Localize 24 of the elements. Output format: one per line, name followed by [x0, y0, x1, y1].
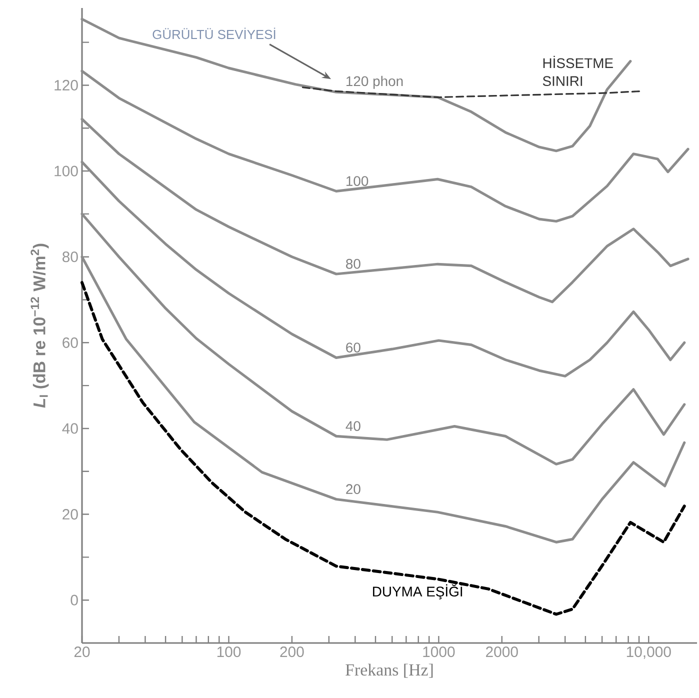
y-tick-label: 20 [62, 508, 78, 520]
y-axis-title: L$_{I}$ (dB re 10$^{−12}$ W/m$^{2}$) [30, 244, 49, 408]
series-label: DUYMA EŞİĞİ [373, 584, 462, 600]
x-axis-title: Frekans [Hz] [346, 664, 433, 678]
series-label: 100 [346, 176, 368, 186]
x-tick-label: 200 [280, 646, 304, 658]
x-tick-label: 2000 [486, 646, 518, 658]
y-tick-label: 60 [62, 337, 78, 348]
y-tick-label: 40 [62, 423, 78, 434]
series-label: HİSSETME SINIRI [542, 56, 613, 86]
x-tick-label: 20 [74, 646, 90, 658]
y-tick-label: 80 [62, 252, 78, 262]
series-label: 60 [346, 342, 360, 352]
annotation: GÜRÜLTÜ SEVİYESİ [152, 28, 276, 40]
x-tick-label: 100 [217, 646, 241, 658]
series-label: 80 [346, 258, 360, 269]
x-tick-label: 10,000 [626, 646, 671, 659]
series-label: 120 phon [346, 76, 403, 89]
y-tick-label: 120 [54, 80, 78, 91]
x-tick-label: 1000 [423, 646, 455, 658]
series-label: 40 [346, 421, 360, 431]
series-label: 20 [346, 484, 360, 494]
y-tick-label: 0 [70, 594, 78, 606]
y-tick-label: 100 [54, 166, 78, 176]
